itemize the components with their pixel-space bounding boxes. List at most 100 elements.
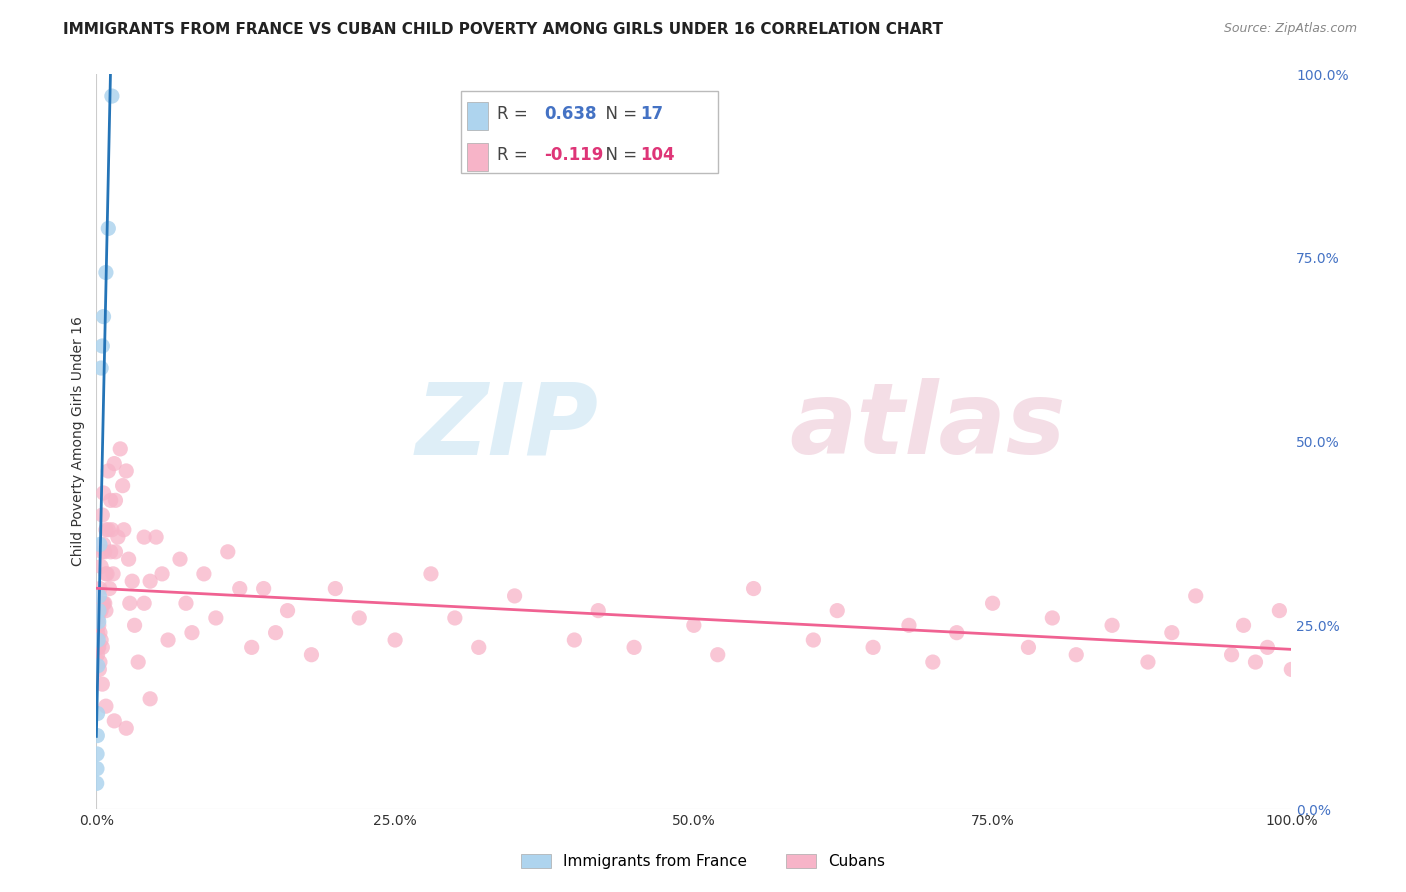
Point <box>229 582 252 596</box>
Point <box>349 611 371 625</box>
Point <box>86 762 108 776</box>
Text: atlas: atlas <box>789 378 1066 475</box>
FancyBboxPatch shape <box>467 144 488 171</box>
Point <box>91 677 114 691</box>
Point <box>134 596 156 610</box>
Point <box>139 574 162 589</box>
Point <box>93 310 115 324</box>
Point <box>117 552 139 566</box>
Point <box>169 552 191 566</box>
Point <box>384 633 406 648</box>
Point <box>503 589 526 603</box>
FancyBboxPatch shape <box>461 91 717 173</box>
Point <box>89 625 111 640</box>
Point <box>897 618 920 632</box>
Point <box>623 640 645 655</box>
Point <box>1064 648 1087 662</box>
Text: R =: R = <box>496 105 533 123</box>
Point <box>325 582 347 596</box>
Point <box>96 566 118 581</box>
Point <box>139 691 162 706</box>
Point <box>91 339 114 353</box>
Point <box>94 604 117 618</box>
Point <box>1279 662 1302 676</box>
Point <box>91 596 114 610</box>
Point <box>87 633 110 648</box>
Point <box>86 648 108 662</box>
Point <box>1017 640 1039 655</box>
Point <box>862 640 884 655</box>
Point <box>586 604 609 618</box>
Point <box>86 625 108 640</box>
Point <box>97 464 120 478</box>
Point <box>825 604 848 618</box>
Point <box>104 545 127 559</box>
Point <box>87 640 110 655</box>
Point <box>94 265 117 279</box>
Point <box>86 776 108 790</box>
Point <box>1160 625 1182 640</box>
Point <box>134 530 156 544</box>
Point <box>91 508 114 522</box>
Point <box>93 545 115 559</box>
Point <box>89 662 111 676</box>
Point <box>90 559 112 574</box>
Point <box>1268 604 1291 618</box>
Point <box>217 545 239 559</box>
Point <box>93 537 115 551</box>
Point <box>115 464 138 478</box>
Point <box>98 582 121 596</box>
Point <box>1220 648 1243 662</box>
Y-axis label: Child Poverty Among Girls Under 16: Child Poverty Among Girls Under 16 <box>72 317 86 566</box>
Point <box>1244 655 1267 669</box>
Point <box>86 729 108 743</box>
Point <box>801 633 824 648</box>
Point <box>1136 655 1159 669</box>
Point <box>468 640 491 655</box>
Point <box>90 604 112 618</box>
Point <box>93 486 115 500</box>
Point <box>193 566 215 581</box>
Point <box>94 566 117 581</box>
Point <box>87 604 110 618</box>
Point <box>111 478 134 492</box>
Point <box>1040 611 1063 625</box>
Point <box>277 604 299 618</box>
Point <box>706 648 728 662</box>
Point <box>103 714 125 728</box>
Text: Source: ZipAtlas.com: Source: ZipAtlas.com <box>1223 22 1357 36</box>
Point <box>87 611 110 625</box>
Point <box>87 596 110 610</box>
Point <box>91 545 114 559</box>
Point <box>89 604 111 618</box>
Point <box>89 537 111 551</box>
Point <box>945 625 967 640</box>
Text: IMMIGRANTS FROM FRANCE VS CUBAN CHILD POVERTY AMONG GIRLS UNDER 16 CORRELATION C: IMMIGRANTS FROM FRANCE VS CUBAN CHILD PO… <box>63 22 943 37</box>
Point <box>253 582 276 596</box>
Point <box>87 640 110 655</box>
Text: N =: N = <box>595 105 643 123</box>
Point <box>97 221 120 235</box>
Point <box>1256 640 1278 655</box>
Text: N =: N = <box>595 146 643 164</box>
Point <box>90 361 112 376</box>
Point <box>93 596 115 610</box>
FancyBboxPatch shape <box>467 103 488 130</box>
Point <box>420 566 443 581</box>
Point <box>101 566 124 581</box>
Point <box>87 615 110 629</box>
Point <box>87 658 110 673</box>
Point <box>124 618 146 632</box>
Point <box>921 655 943 669</box>
Point <box>145 530 167 544</box>
Point <box>240 640 263 655</box>
Point <box>103 457 125 471</box>
Point <box>264 625 287 640</box>
Point <box>97 523 120 537</box>
Point <box>444 611 467 625</box>
Point <box>86 706 108 721</box>
Point <box>101 89 124 103</box>
Point <box>150 566 173 581</box>
Point <box>89 589 111 603</box>
Point <box>110 442 132 456</box>
